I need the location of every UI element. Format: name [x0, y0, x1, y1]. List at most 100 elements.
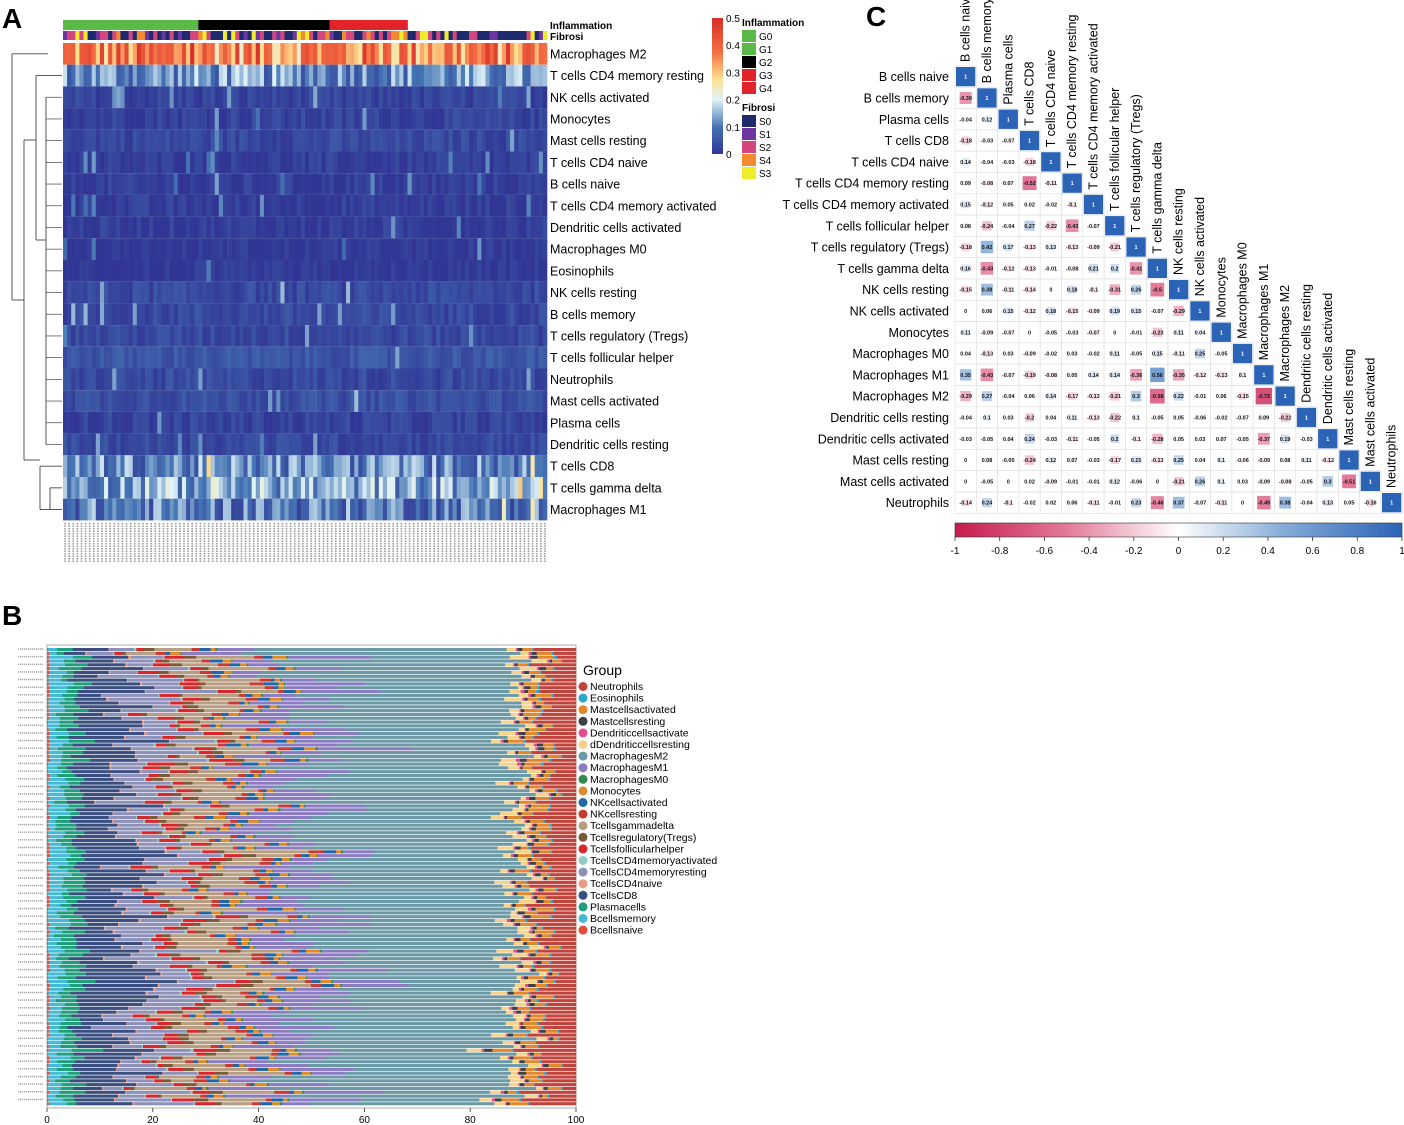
heatmap-cell: [522, 173, 527, 195]
heatmap-cell: [300, 433, 306, 456]
stacked-bar-segment: [541, 831, 577, 835]
heatmap-cell: [63, 455, 68, 477]
stacked-bar-segment: [94, 800, 97, 804]
heatmap-cell: [489, 129, 494, 152]
stacked-bar-segment: [171, 793, 182, 797]
stacked-bar-segment: [47, 678, 49, 682]
heatmap-cell: [255, 260, 261, 282]
fibrosi-segment: [501, 31, 507, 40]
heatmap-cell: [538, 477, 544, 499]
heatmap-cell: [91, 108, 97, 130]
heatmap-cell: [194, 173, 199, 195]
stacked-bar-segment: [539, 831, 542, 835]
heatmap-cell: [374, 281, 380, 304]
heatmap-cell: [518, 194, 523, 217]
heatmap-cell: [75, 64, 80, 87]
heatmap-cell: [251, 238, 257, 260]
heatmap-cell: [313, 86, 318, 109]
heatmap-cell: [411, 151, 417, 174]
stacked-bar-segment: [551, 758, 577, 762]
heatmap-cell: [337, 151, 343, 174]
heatmap-cell: [83, 151, 88, 174]
stacked-bar-segment: [169, 770, 188, 774]
heatmap-cell: [530, 64, 535, 87]
stacked-bar-segment: [305, 758, 309, 762]
heatmap-cell: [153, 173, 158, 195]
heatmap-cell: [419, 216, 425, 239]
heatmap-cell: [259, 108, 265, 130]
stacked-bar-segment: [337, 918, 495, 923]
heatmap-cell: [362, 411, 367, 434]
stacked-bar-segment: [534, 777, 549, 781]
stacked-bar-segment: [242, 926, 249, 930]
stacked-bar-segment: [216, 949, 220, 953]
heatmap-cell: [71, 411, 76, 434]
stacked-bar-segment: [496, 949, 514, 953]
heatmap-cell: [444, 411, 449, 434]
stacked-bar-segment: [279, 663, 506, 667]
stacked-bar-segment: [303, 804, 306, 808]
heatmap-cell: [272, 411, 277, 434]
fibrosi-segment: [534, 31, 540, 40]
heatmap-cell: [346, 303, 351, 326]
stacked-bar-segment: [374, 850, 515, 854]
stacked-bar-segment: [85, 896, 155, 900]
heatmap-cell: [391, 173, 396, 195]
heatmap-cell: [157, 194, 162, 217]
stacked-bar-segment: [520, 682, 524, 686]
heatmap-cell: [493, 43, 499, 65]
heatmap-cell: [161, 498, 166, 521]
stacked-bar-segment: [332, 793, 536, 797]
stacked-bar-segment: [153, 743, 157, 747]
stacked-bar-segment: [210, 865, 217, 869]
stacked-bar-segment: [49, 884, 63, 888]
stacked-bar-segment: [254, 648, 507, 652]
heatmap-cell: [444, 368, 449, 391]
heatmap-cell: [132, 368, 138, 391]
heatmap-cell: [366, 238, 371, 260]
stacked-bar-segment: [272, 655, 287, 659]
heatmap-cell: [534, 173, 540, 195]
heatmap-cell: [346, 86, 351, 109]
heatmap-cell: [222, 498, 228, 521]
heatmap-cell: [231, 281, 236, 304]
heatmap-cell: [514, 43, 519, 65]
inflammation-segment: [198, 20, 330, 30]
stacked-bar-segment: [551, 823, 577, 827]
heatmap-cell: [534, 368, 540, 391]
heatmap-cell: [231, 173, 236, 195]
stacked-bar-segment: [504, 957, 508, 961]
heatmap-cell: [526, 303, 531, 326]
heatmap-cell: [460, 498, 466, 521]
heatmap-cell: [140, 43, 146, 65]
heatmap-cell: [231, 108, 236, 130]
stacked-bar-segment: [270, 880, 351, 884]
stacked-bar-segment: [231, 659, 233, 663]
stacked-bar-segment: [217, 648, 255, 652]
heatmap-cell: [530, 260, 535, 282]
stacked-bar-segment: [556, 980, 577, 984]
stacked-bar-segment: [49, 785, 61, 789]
heatmap-cell: [374, 129, 380, 152]
heatmap-cell: [452, 433, 458, 456]
stacked-bar-segment: [278, 957, 281, 961]
heatmap-cell: [514, 86, 519, 109]
stacked-bar-segment: [543, 976, 546, 980]
heatmap-cell: [153, 346, 158, 369]
stacked-bar-segment: [125, 663, 128, 667]
heatmap-cell: [305, 455, 310, 477]
stacked-bar-segment: [159, 838, 177, 842]
heatmap-cell: [128, 151, 134, 174]
stacked-bar-segment: [548, 793, 552, 797]
stacked-bar-segment: [531, 907, 536, 911]
stacked-bar-segment: [247, 781, 284, 785]
heatmap-cell: [280, 281, 285, 304]
heatmap-cell: [99, 108, 105, 130]
stacked-bar-segment: [503, 815, 505, 820]
stacked-bar-segment: [333, 980, 400, 984]
stacked-bar-segment: [48, 674, 63, 678]
heatmap-cell: [63, 173, 68, 195]
stacked-bar-segment: [546, 808, 550, 812]
heatmap-cell: [317, 86, 322, 109]
stacked-bar-segment: [490, 739, 501, 743]
